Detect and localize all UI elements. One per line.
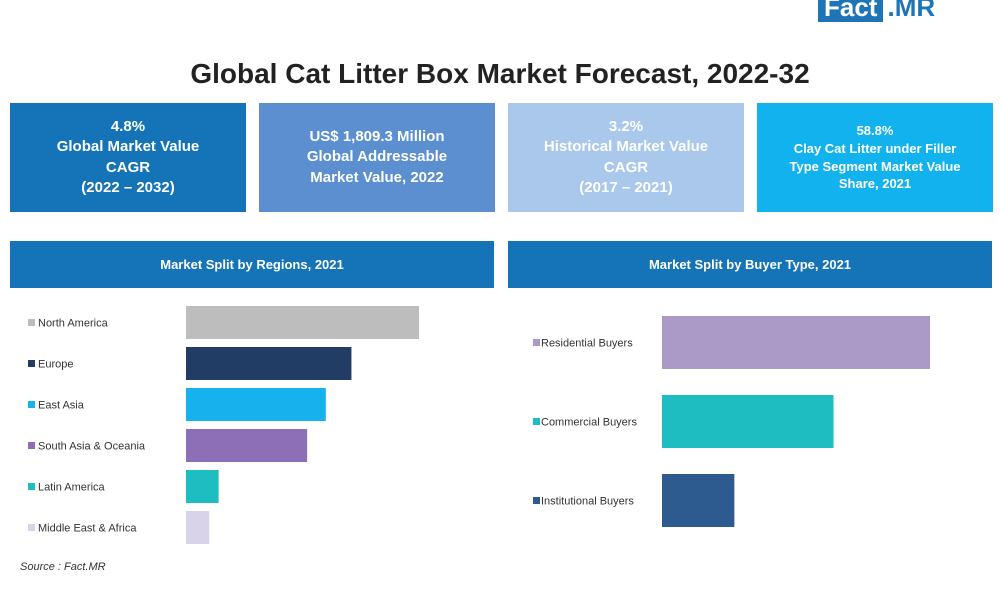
kpi-value: 3.2% <box>608 118 644 135</box>
legend-marker-residential-buyers <box>533 339 540 346</box>
kpi-label: CAGR <box>603 158 649 176</box>
category-label-south-asia-oceania: South Asia & Oceania <box>38 441 146 453</box>
category-label-institutional-buyers: Institutional Buyers <box>541 496 634 508</box>
kpi-label: Global Addressable <box>306 148 448 166</box>
kpi-label: Clay Cat Litter under Filler <box>793 140 957 156</box>
legend-marker-latin-america <box>28 483 35 490</box>
bar-south-asia-oceania <box>186 429 308 462</box>
kpi-card-market-value: US$ 1,809.3 Million Global Addressable M… <box>259 103 495 212</box>
kpi-label: CAGR <box>105 158 151 176</box>
category-label-europe: Europe <box>38 359 73 371</box>
kpi-label: Historical Market Value <box>543 138 709 156</box>
category-label-commercial-buyers: Commercial Buyers <box>541 417 637 429</box>
legend-marker-south-asia-oceania <box>28 442 35 449</box>
bar-north-america <box>186 306 419 339</box>
factmr-logo: Fact .MR <box>818 0 935 22</box>
kpi-value: 58.8% <box>856 123 894 139</box>
category-label-latin-america: Latin America <box>38 482 106 494</box>
bar-east-asia <box>186 388 326 421</box>
legend-marker-commercial-buyers <box>533 418 540 425</box>
logo-mr-text: .MR <box>887 0 936 22</box>
bar-europe <box>186 347 352 380</box>
legend-marker-institutional-buyers <box>533 497 540 504</box>
kpi-label: Type Segment Market Value <box>789 158 961 174</box>
kpi-label: Share, 2021 <box>838 176 912 192</box>
legend-marker-north-america <box>28 319 35 326</box>
page-title: Global Cat Litter Box Market Forecast, 2… <box>190 58 810 89</box>
category-label-north-america: North America <box>38 318 109 330</box>
category-label-residential-buyers: Residential Buyers <box>541 338 633 350</box>
kpi-card-clay-share: 58.8% Clay Cat Litter under Filler Type … <box>757 103 993 212</box>
legend-marker-east-asia <box>28 401 35 408</box>
bar-institutional-buyers <box>662 474 735 527</box>
category-label-east-asia: East Asia <box>38 400 85 412</box>
legend-marker-europe <box>28 360 35 367</box>
bar-middle-east-africa <box>186 511 210 544</box>
bar-residential-buyers <box>662 316 930 369</box>
kpi-period: (2022 – 2032) <box>81 178 175 196</box>
logo-fact-text: Fact <box>818 0 884 22</box>
kpi-card-global-cagr: 4.8% Global Market Value CAGR (2022 – 20… <box>10 103 246 212</box>
kpi-card-historical-cagr: 3.2% Historical Market Value CAGR (2017 … <box>508 103 744 212</box>
source-note: Source : Fact.MR <box>20 561 106 573</box>
buyer-type-chart-title: Market Split by Buyer Type, 2021 <box>508 241 992 288</box>
bar-latin-america <box>186 470 219 503</box>
regions-chart-title: Market Split by Regions, 2021 <box>10 241 494 288</box>
legend-marker-middle-east-africa <box>28 524 35 531</box>
kpi-value: US$ 1,809.3 Million <box>309 128 445 146</box>
kpi-period: (2017 – 2021) <box>579 178 673 196</box>
bar-commercial-buyers <box>662 395 834 448</box>
kpi-label: Market Value, 2022 <box>310 168 444 186</box>
kpi-value: 4.8% <box>110 118 146 135</box>
kpi-label: Global Market Value <box>56 138 200 156</box>
category-label-middle-east-africa: Middle East & Africa <box>38 523 137 535</box>
